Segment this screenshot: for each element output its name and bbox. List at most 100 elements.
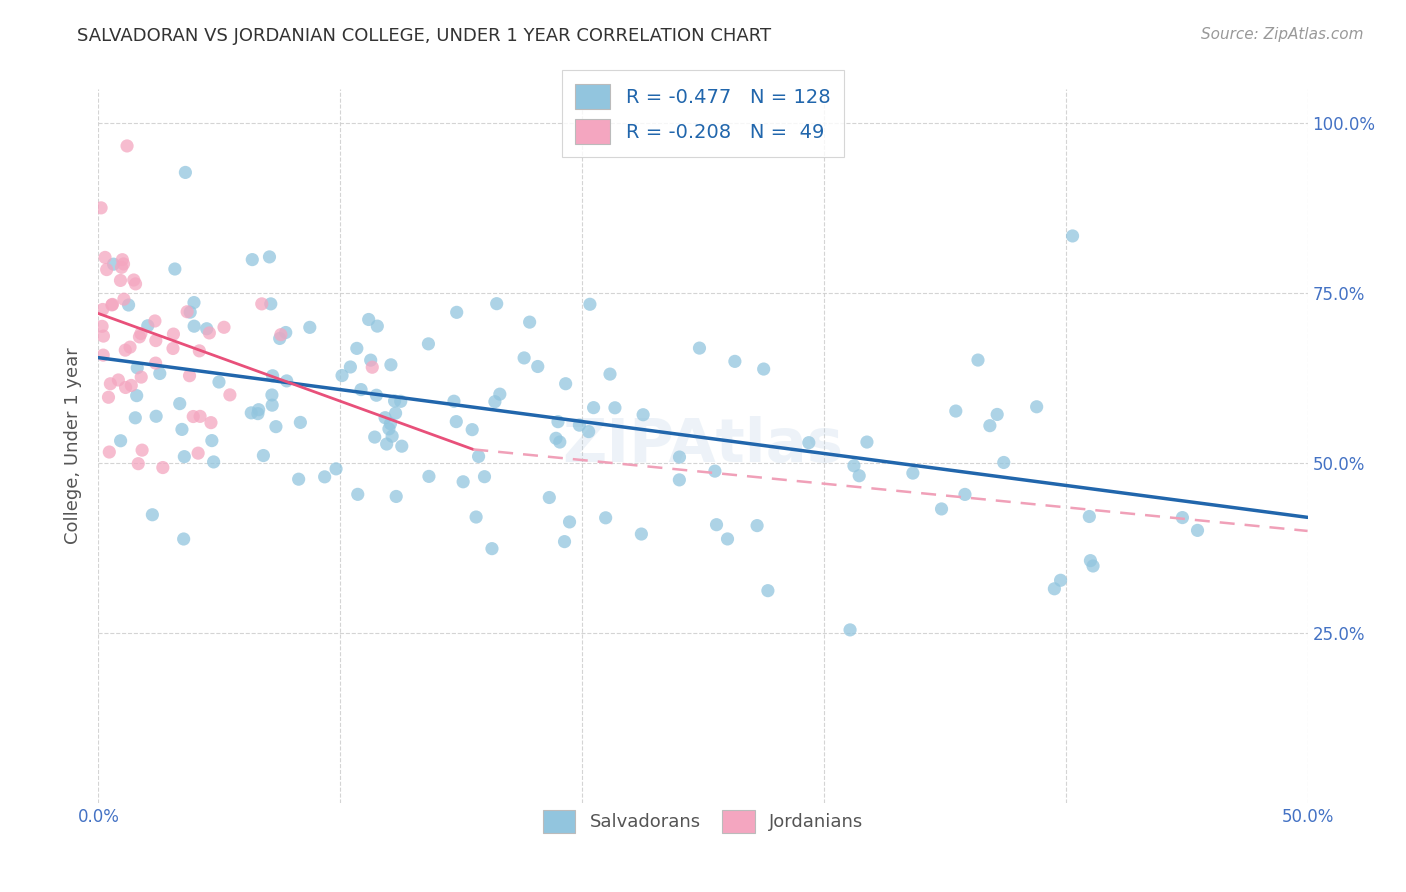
Point (259, 250, 281, 264)
Point (484, 394, 506, 409)
Point (170, 422, 193, 436)
Point (179, 368, 201, 383)
Point (246, 407, 269, 421)
Point (120, 378, 142, 392)
Point (856, 435, 879, 450)
Point (931, 502, 953, 516)
Point (212, 320, 235, 334)
Point (1049, 574, 1071, 588)
Point (173, 532, 195, 546)
Point (274, 326, 297, 340)
Point (953, 487, 976, 501)
Point (117, 298, 139, 312)
Point (1080, 554, 1102, 568)
Point (163, 262, 186, 277)
Point (252, 449, 274, 463)
Point (986, 408, 1008, 422)
Point (389, 394, 412, 409)
Point (380, 417, 402, 431)
Point (357, 312, 380, 326)
Point (630, 527, 652, 541)
Point (579, 297, 602, 311)
Point (262, 368, 284, 383)
Point (96, 262, 118, 277)
Point (366, 388, 388, 402)
Point (188, 343, 211, 358)
Point (716, 532, 738, 546)
Point (101, 298, 124, 312)
Point (145, 356, 167, 370)
Point (756, 583, 779, 598)
Point (124, 410, 146, 425)
Point (149, 367, 172, 381)
Point (706, 517, 728, 532)
Point (270, 327, 292, 342)
Point (350, 383, 373, 397)
Point (465, 510, 488, 524)
Point (467, 450, 489, 464)
Point (330, 368, 353, 383)
Point (202, 455, 225, 469)
Point (848, 468, 870, 483)
Point (451, 475, 474, 489)
Point (91, 348, 114, 362)
Point (519, 315, 541, 329)
Point (208, 375, 231, 389)
Point (219, 388, 242, 402)
Point (481, 541, 503, 556)
Point (173, 450, 195, 464)
Point (945, 404, 967, 418)
Point (1078, 509, 1101, 524)
Point (269, 331, 291, 345)
Point (488, 387, 510, 401)
Point (378, 422, 401, 436)
Point (346, 342, 368, 356)
Point (240, 252, 263, 267)
Point (381, 429, 404, 443)
Point (603, 401, 626, 415)
Point (91, 319, 114, 334)
Point (128, 330, 150, 344)
Point (513, 351, 536, 365)
Point (558, 515, 581, 529)
Point (582, 401, 605, 415)
Point (112, 257, 135, 271)
Point (384, 394, 406, 409)
Point (187, 446, 209, 460)
Text: SALVADORAN VS JORDANIAN COLLEGE, UNDER 1 YEAR CORRELATION CHART: SALVADORAN VS JORDANIAN COLLEGE, UNDER 1… (77, 27, 772, 45)
Point (364, 430, 387, 444)
Point (526, 359, 548, 374)
Point (110, 434, 132, 448)
Legend: Salvadorans, Jordanians: Salvadorans, Jordanians (531, 799, 875, 844)
Point (141, 508, 163, 522)
Point (198, 326, 221, 340)
Point (703, 464, 725, 478)
Point (366, 319, 388, 334)
Point (91, 302, 114, 317)
Point (98, 445, 121, 459)
Point (240, 406, 263, 420)
Point (631, 408, 654, 422)
Point (474, 469, 496, 483)
Point (115, 139, 138, 153)
Point (668, 473, 690, 487)
Point (181, 409, 204, 424)
Point (339, 359, 361, 374)
Point (94, 251, 117, 265)
Point (118, 340, 141, 354)
Point (101, 297, 124, 311)
Point (124, 277, 146, 291)
Point (443, 394, 465, 409)
Point (290, 416, 312, 430)
Point (97, 390, 120, 404)
Point (797, 435, 820, 450)
Point (446, 415, 468, 429)
Point (103, 257, 125, 271)
Point (380, 358, 402, 372)
Point (385, 490, 408, 504)
Point (391, 439, 413, 453)
Point (250, 297, 273, 311)
Point (724, 354, 747, 368)
Point (599, 367, 621, 381)
Point (361, 360, 384, 375)
